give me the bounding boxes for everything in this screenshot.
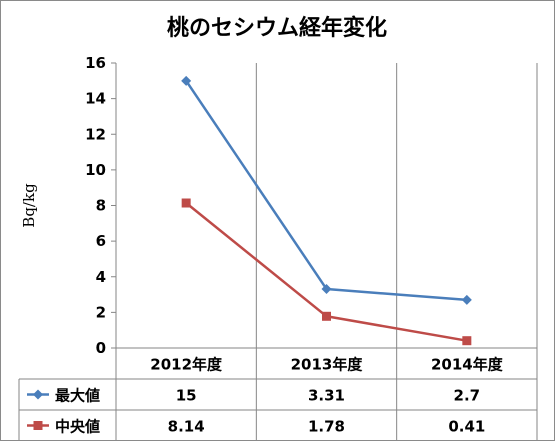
data-point-square [462, 336, 472, 346]
x-category-label: 2013年度 [291, 356, 364, 374]
y-tick-label: 8 [96, 197, 106, 215]
x-category-label: 2012年度 [150, 356, 223, 374]
data-point-diamond [181, 75, 192, 86]
y-tick-label: 6 [96, 232, 106, 250]
y-tick-label: 2 [96, 303, 106, 321]
plot-frame [115, 63, 538, 348]
series-layer [181, 75, 472, 346]
series-name-label: 中央値 [55, 418, 100, 436]
data-point-square [181, 198, 191, 208]
y-tick-label: 0 [96, 339, 106, 357]
y-tick-label: 10 [85, 161, 106, 179]
chart-title: 桃のセシウム経年変化 [167, 15, 387, 41]
legend-key-diamond [33, 389, 43, 400]
y-tick-label: 4 [96, 268, 106, 286]
table-value-cell: 2.7 [454, 387, 481, 405]
table-value-cell: 3.31 [308, 387, 345, 405]
y-axis-ticks: 0 2 4 6 8 10 12 14 16 [85, 54, 116, 357]
table-value-cell: 1.78 [308, 418, 345, 436]
data-point-diamond [461, 294, 472, 305]
data-point-square [322, 311, 331, 321]
y-tick-label: 16 [85, 54, 106, 72]
table-value-cell: 0.41 [448, 418, 485, 436]
table-value-cell: 15 [176, 387, 197, 405]
y-tick-label: 14 [85, 90, 106, 108]
series-name-label: 最大値 [55, 387, 100, 405]
legend-key-square [33, 421, 43, 430]
y-axis-label: Bq/kg [20, 183, 38, 228]
data-point-diamond [321, 284, 332, 295]
x-category-label: 2014年度 [431, 356, 504, 374]
series-line-0 [185, 80, 467, 302]
table-value-cell: 8.14 [168, 418, 205, 436]
y-tick-label: 12 [85, 125, 106, 143]
